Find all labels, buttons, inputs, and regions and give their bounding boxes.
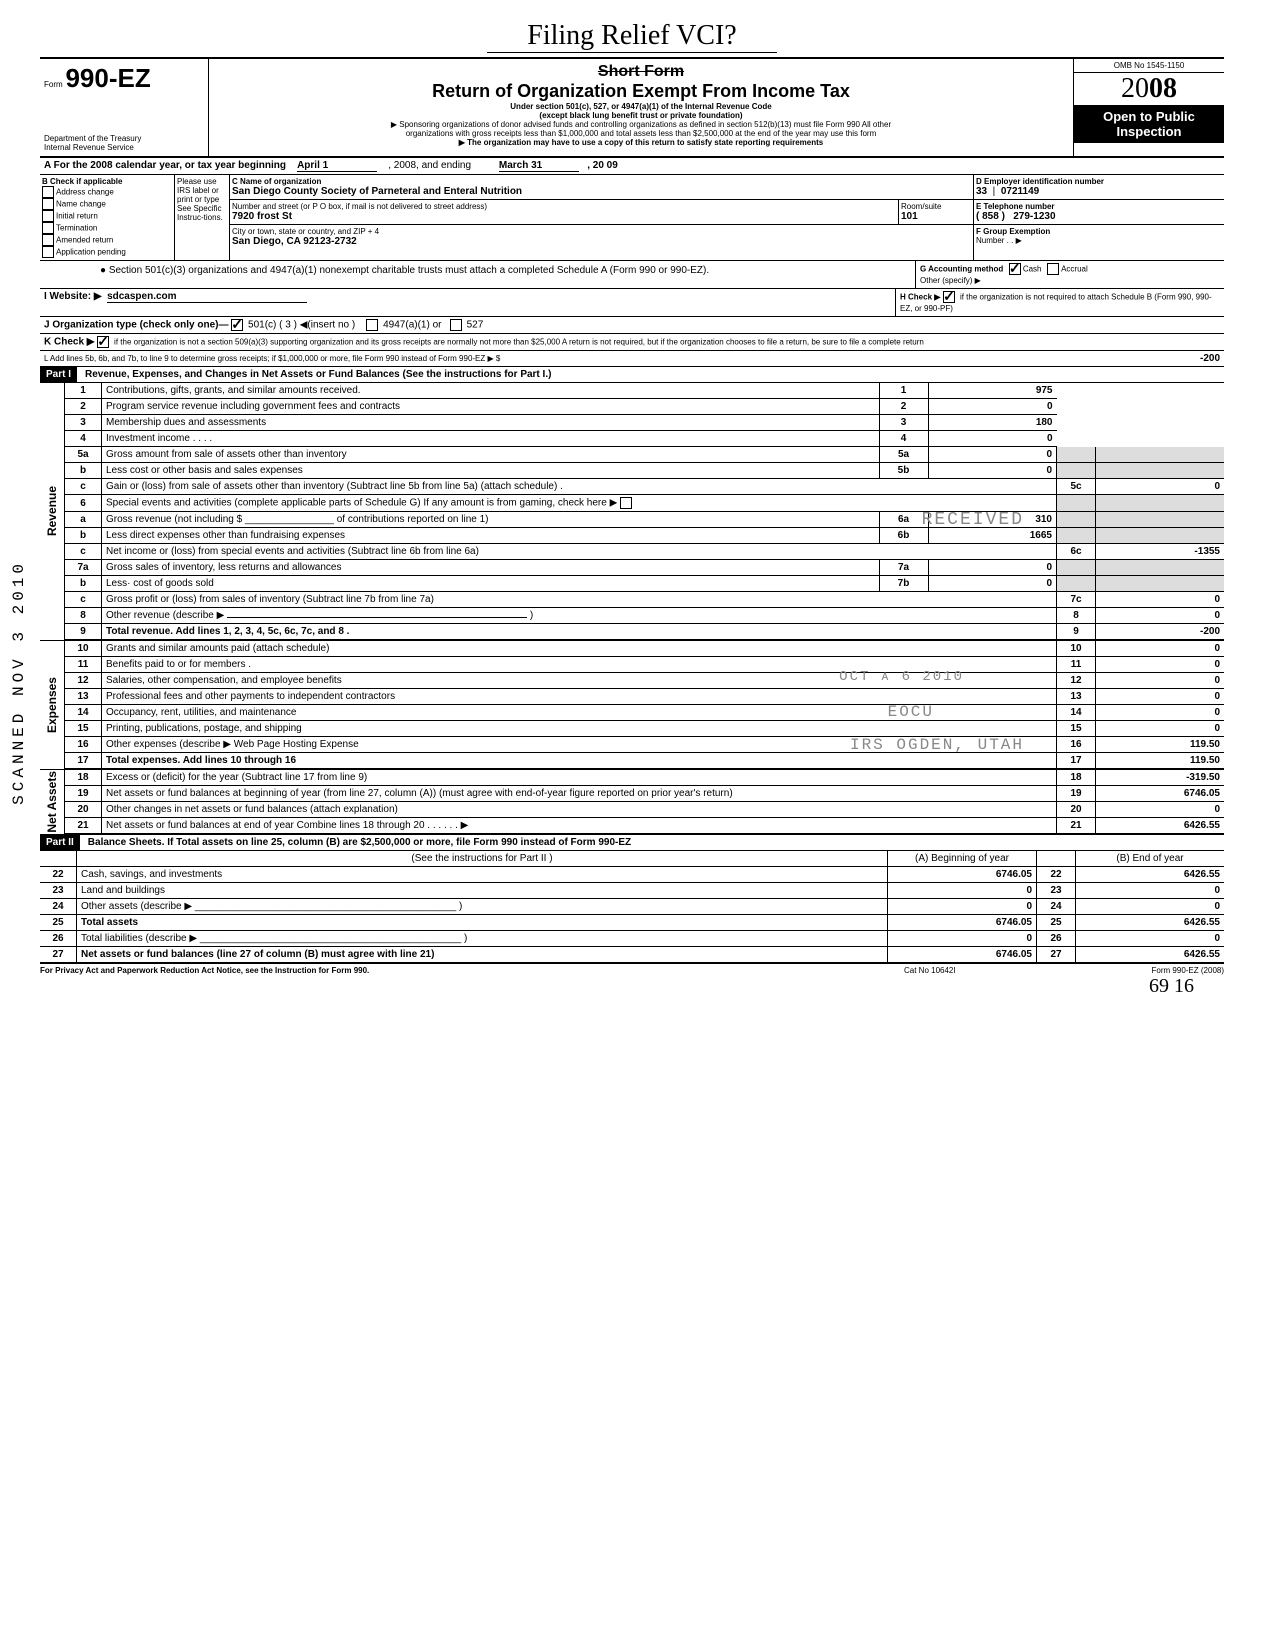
room-number: 101 — [901, 211, 971, 222]
section-501c3-note: ● Section 501(c)(3) organizations and 49… — [40, 261, 915, 288]
part1-label: Part I — [40, 367, 77, 382]
checkbox-h[interactable] — [943, 291, 955, 303]
checkbox-initial-return[interactable] — [42, 210, 54, 222]
g-label: G Accounting method — [920, 265, 1003, 274]
may-use-note: ▶ The organization may have to use a cop… — [213, 138, 1069, 147]
checkbox-cash[interactable] — [1009, 263, 1021, 275]
checkbox-amended[interactable] — [42, 234, 54, 246]
form-footer: Form 990-EZ (2008) — [1054, 966, 1224, 975]
ein-suffix: 0721149 — [1001, 186, 1039, 197]
website: sdcaspen.com — [107, 291, 307, 303]
j-label: J Organization type (check only one)— — [44, 320, 228, 331]
scanned-stamp: SCANNED NOV 3 2010 — [10, 560, 28, 805]
please-use-label: Please use IRS label or print or type Se… — [175, 175, 230, 260]
handwritten-title: Filing Relief VCI? — [487, 20, 776, 53]
privacy-notice: For Privacy Act and Paperwork Reduction … — [40, 966, 904, 975]
g-other: Other (specify) ▶ — [920, 276, 981, 285]
tax-year: 2008 — [1074, 73, 1224, 105]
balance-sheet-table: (See the instructions for Part II ) (A) … — [40, 851, 1224, 964]
l-amount: -200 — [1096, 351, 1224, 366]
city-state-zip: San Diego, CA 92123-2732 — [232, 236, 971, 247]
side-revenue: Revenue — [45, 486, 59, 536]
checkbox-k[interactable] — [97, 336, 109, 348]
part2-title: Balance Sheets. If Total assets on line … — [80, 837, 631, 848]
handwritten-footer: 69 16 — [40, 975, 1224, 998]
open-to-public: Open to Public Inspection — [1074, 105, 1224, 143]
part2-label: Part II — [40, 835, 80, 850]
part1-title: Revenue, Expenses, and Changes in Net As… — [77, 369, 551, 380]
irs-label: Internal Revenue Service — [44, 143, 204, 152]
sponsoring-note: ▶ Sponsoring organizations of donor advi… — [381, 120, 901, 138]
end-date: March 31 — [499, 160, 579, 172]
checkbox-address-change[interactable] — [42, 186, 54, 198]
expenses-table: 10Grants and similar amounts paid (attac… — [65, 641, 1224, 769]
section-b: B Check if applicable Address change Nam… — [40, 175, 175, 260]
f-label: F Group Exemption — [976, 227, 1222, 236]
form-header: Form 990-EZ Department of the Treasury I… — [40, 57, 1224, 158]
checkbox-527[interactable] — [450, 319, 462, 331]
k-label: K Check ▶ — [44, 337, 94, 348]
part2-instructions: (See the instructions for Part II ) — [77, 851, 888, 867]
except-note: (except black lung benefit trust or priv… — [213, 111, 1069, 120]
k-rest: if the organization is not a section 509… — [114, 338, 924, 347]
revenue-table: 1Contributions, gifts, grants, and simil… — [65, 383, 1224, 640]
checkbox-501c[interactable] — [231, 319, 243, 331]
form-prefix: Form — [44, 80, 63, 89]
org-name: San Diego County Society of Parneteral a… — [232, 186, 971, 197]
net-assets-table: 18Excess or (deficit) for the year (Subt… — [65, 770, 1224, 834]
side-net-assets: Net Assets — [45, 771, 59, 833]
cat-no: Cat No 10642I — [904, 966, 1054, 975]
checkbox-accrual[interactable] — [1047, 263, 1059, 275]
side-expenses: Expenses — [45, 677, 59, 733]
checkbox-name-change[interactable] — [42, 198, 54, 210]
f-number: Number . . ▶ — [976, 236, 1222, 245]
room-label: Room/suite — [901, 202, 971, 211]
phone-area: ( 858 ) — [976, 211, 1005, 222]
l-text: L Add lines 5b, 6b, and 7b, to line 9 to… — [44, 354, 500, 363]
return-title: Return of Organization Exempt From Incom… — [213, 81, 1069, 102]
checkbox-pending[interactable] — [42, 246, 54, 258]
short-form-title: Short Form — [213, 63, 1069, 81]
phone-number: 279-1230 — [1013, 211, 1055, 222]
checkbox-termination[interactable] — [42, 222, 54, 234]
line-a: A For the 2008 calendar year, or tax yea… — [40, 158, 1224, 175]
under-section: Under section 501(c), 527, or 4947(a)(1)… — [213, 102, 1069, 111]
dept-treasury: Department of the Treasury — [44, 134, 204, 143]
h-label: H Check ▶ — [900, 293, 940, 302]
city-label: City or town, state or country, and ZIP … — [232, 227, 971, 236]
street-address: 7920 frost St — [232, 211, 896, 222]
col-b-header: (B) End of year — [1076, 851, 1225, 867]
begin-date: April 1 — [297, 160, 377, 172]
ein-prefix: 33 — [976, 186, 987, 197]
checkbox-gaming[interactable] — [620, 497, 632, 509]
street-label: Number and street (or P O box, if mail i… — [232, 202, 896, 211]
i-label: I Website: ▶ — [44, 291, 102, 302]
omb-number: OMB No 1545-1150 — [1074, 59, 1224, 73]
d-label: D Employer identification number — [976, 177, 1222, 186]
e-label: E Telephone number — [976, 202, 1222, 211]
checkbox-4947[interactable] — [366, 319, 378, 331]
col-a-header: (A) Beginning of year — [888, 851, 1037, 867]
form-number: 990-EZ — [65, 63, 150, 93]
c-label: C Name of organization — [232, 177, 971, 186]
